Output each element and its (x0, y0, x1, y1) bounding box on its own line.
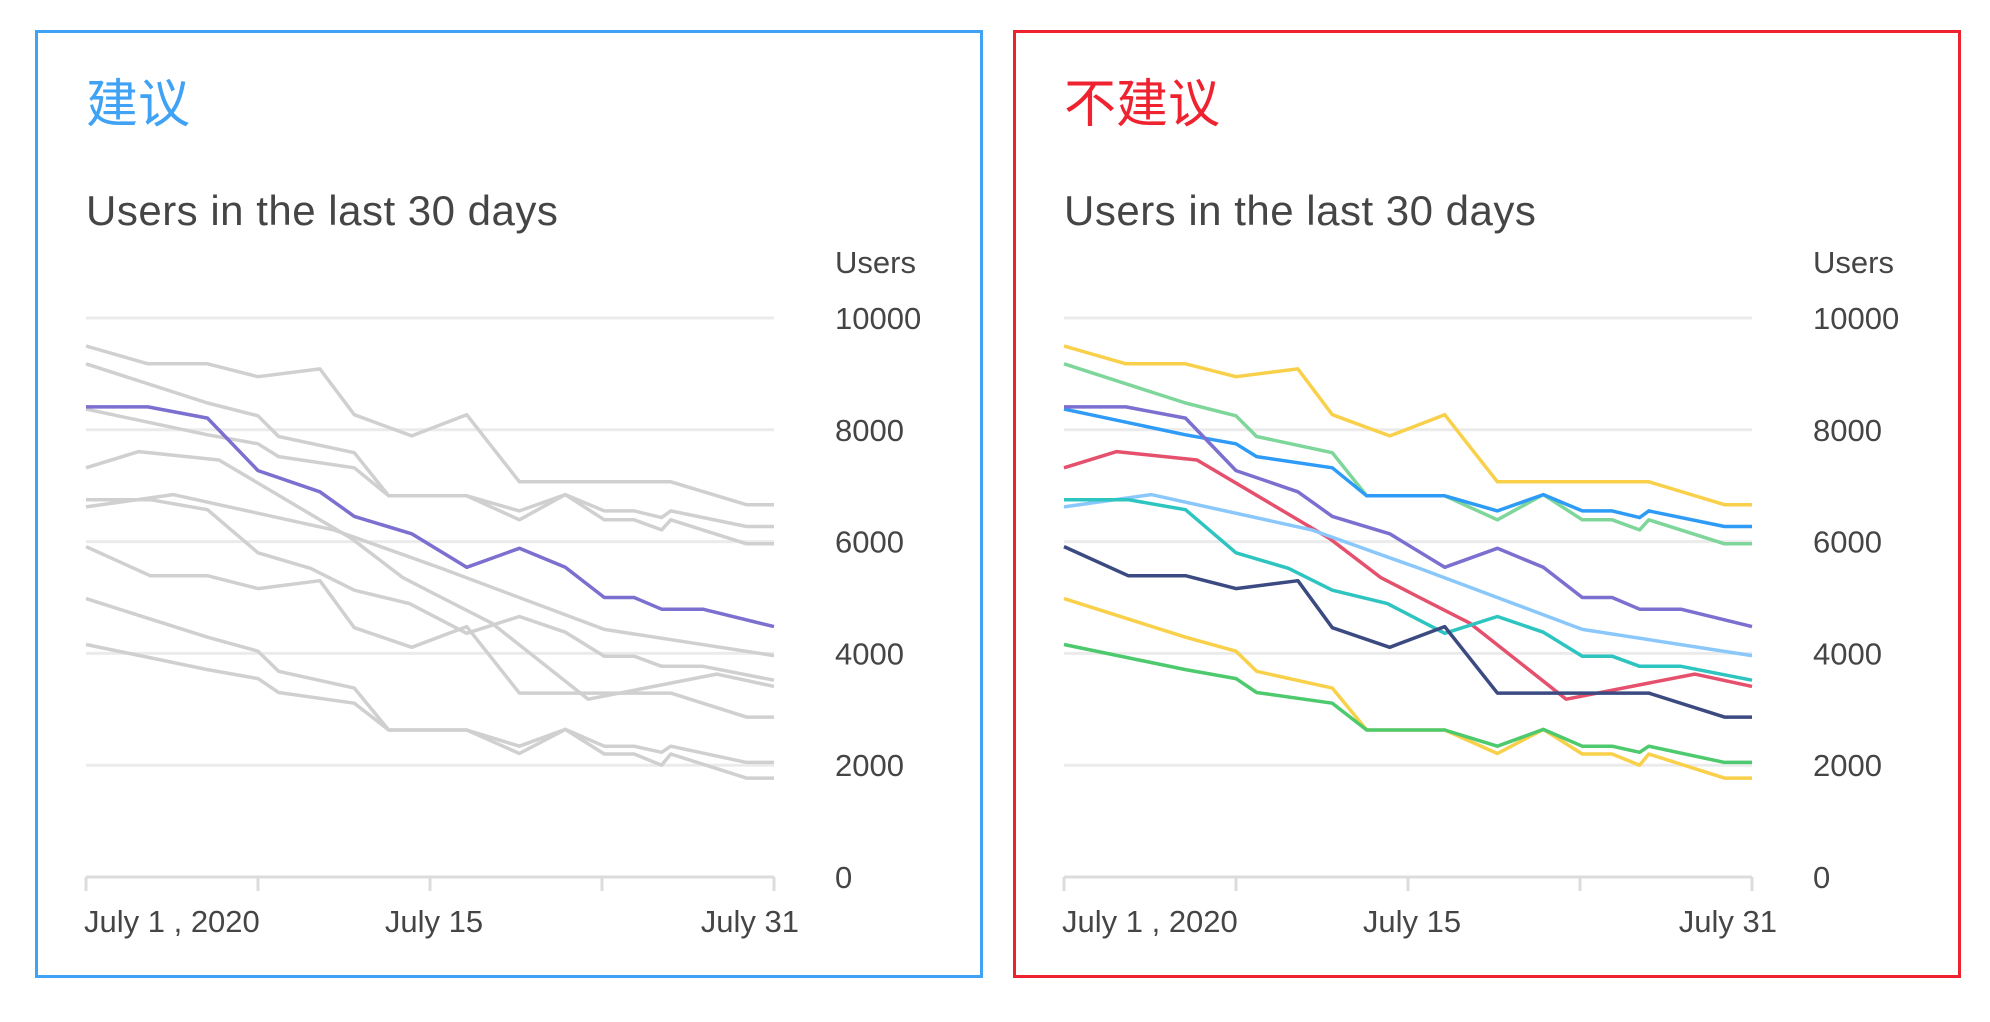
y-tick-label: 6000 (1813, 525, 1882, 560)
chart-title: Users in the last 30 days (86, 187, 559, 234)
y-tick-label: 2000 (1813, 748, 1882, 783)
series-line-green (1063, 642, 1752, 765)
y-axis-label: Users (835, 245, 916, 280)
y-tick-label: 0 (835, 860, 852, 895)
y-tick-label: 8000 (835, 413, 904, 448)
x-tick-label: July 1 , 2020 (84, 904, 260, 939)
line-chart: 0 2000 4000 6000 8000 10000 Users July 1 , 2020… (1062, 245, 1899, 939)
series-line-navy (85, 545, 774, 719)
x-tick-label: July 15 (1363, 904, 1461, 939)
series-line-yellow-top (1063, 344, 1752, 507)
x-tick-label: July 15 (385, 904, 483, 939)
y-tick-label: 10000 (1813, 301, 1899, 336)
series-line-yellow-bottom (85, 596, 774, 780)
series-line-red (1063, 449, 1753, 701)
y-tick-label: 0 (1813, 860, 1830, 895)
y-tick-label: 2000 (835, 748, 904, 783)
series-line-light-blue (1063, 492, 1753, 658)
y-tick-label: 4000 (835, 636, 904, 671)
series-line-blue (1063, 407, 1752, 529)
series-line-purple (1064, 405, 1753, 629)
series-line-yellow-bottom (1063, 596, 1752, 780)
series-line-blue (85, 407, 774, 529)
series-line-yellow-top (85, 344, 774, 507)
series-line-purple (86, 405, 775, 629)
series-line-navy (1063, 545, 1752, 719)
series-line-light-green (85, 362, 774, 546)
series-line-light-blue (85, 492, 775, 658)
panel-recommended: 建议 Users in the last 30 days 0 2000 4000 60… (35, 30, 983, 978)
y-tick-label: 10000 (835, 301, 921, 336)
y-tick-label: 6000 (835, 525, 904, 560)
chart-title: Users in the last 30 days (1064, 187, 1537, 234)
y-tick-label: 4000 (1813, 636, 1882, 671)
series-line-red (85, 449, 775, 701)
x-tick-label: July 31 (701, 904, 799, 939)
panel-label: 不建议 (1064, 75, 1221, 135)
x-tick-label: July 1 , 2020 (1062, 904, 1238, 939)
panel-label: 建议 (86, 75, 191, 135)
series-line-teal (86, 497, 775, 682)
series-line-teal (1064, 497, 1753, 682)
y-tick-label: 8000 (1813, 413, 1882, 448)
y-axis-label: Users (1813, 245, 1894, 280)
line-chart: 0 2000 4000 6000 8000 10000 Users July 1 , 2020… (84, 245, 921, 939)
x-tick-label: July 31 (1679, 904, 1777, 939)
series-line-light-green (1063, 362, 1752, 546)
series-line-green (85, 642, 774, 765)
panel-not-recommended: 不建议 Users in the last 30 days 0 2000 4000 6… (1013, 30, 1961, 978)
